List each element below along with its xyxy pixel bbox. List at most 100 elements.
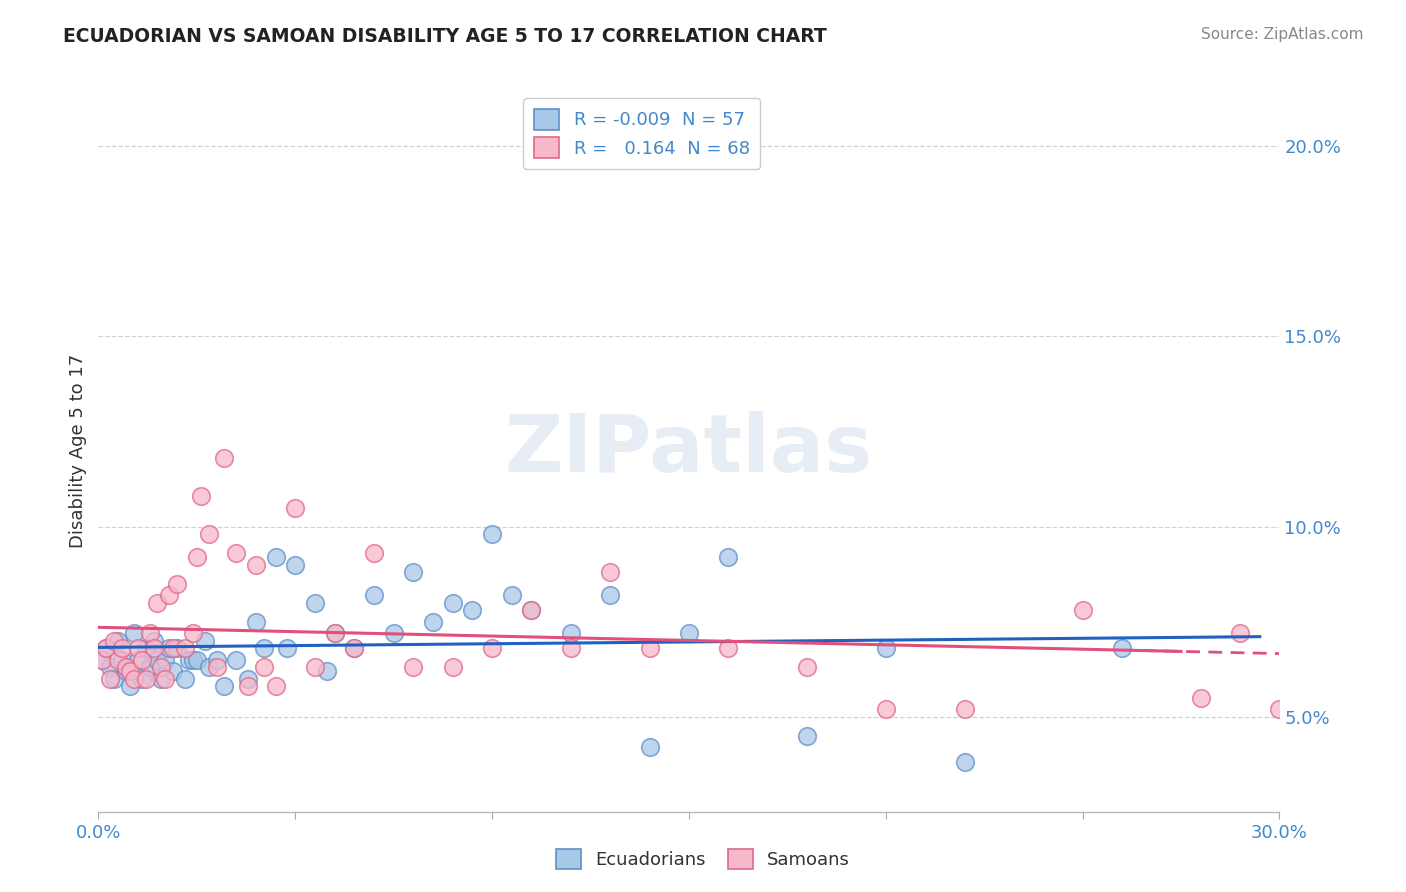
Point	[157, 588, 180, 602]
Point	[1308, 679, 1330, 693]
Point	[115, 660, 138, 674]
Point	[264, 549, 287, 564]
Point	[315, 664, 337, 678]
Point	[323, 626, 346, 640]
Point	[1111, 641, 1133, 656]
Point	[135, 641, 157, 656]
Point	[150, 660, 173, 674]
Point	[245, 558, 267, 572]
Point	[284, 500, 307, 515]
Point	[103, 672, 125, 686]
Point	[162, 641, 184, 656]
Point	[186, 652, 208, 666]
Point	[91, 652, 114, 666]
Point	[678, 626, 700, 640]
Point	[461, 603, 484, 617]
Point	[501, 588, 523, 602]
Point	[205, 660, 228, 674]
Point	[284, 558, 307, 572]
Point	[155, 672, 177, 686]
Point	[107, 633, 129, 648]
Point	[111, 641, 134, 656]
Point	[402, 660, 425, 674]
Point	[253, 641, 276, 656]
Point	[875, 641, 897, 656]
Point	[343, 641, 366, 656]
Point	[111, 652, 134, 666]
Text: Source: ZipAtlas.com: Source: ZipAtlas.com	[1201, 27, 1364, 42]
Point	[304, 596, 326, 610]
Point	[174, 641, 197, 656]
Point	[638, 641, 661, 656]
Point	[363, 588, 385, 602]
Point	[138, 626, 160, 640]
Point	[122, 672, 145, 686]
Point	[107, 652, 129, 666]
Point	[520, 603, 543, 617]
Point	[131, 672, 153, 686]
Point	[205, 652, 228, 666]
Point	[214, 451, 236, 466]
Point	[174, 672, 197, 686]
Point	[127, 641, 149, 656]
Point	[135, 672, 157, 686]
Point	[560, 641, 582, 656]
Point	[131, 652, 153, 666]
Point	[122, 626, 145, 640]
Point	[197, 527, 219, 541]
Text: ECUADORIAN VS SAMOAN DISABILITY AGE 5 TO 17 CORRELATION CHART: ECUADORIAN VS SAMOAN DISABILITY AGE 5 TO…	[63, 27, 827, 45]
Point	[481, 527, 503, 541]
Point	[127, 652, 149, 666]
Point	[304, 660, 326, 674]
Point	[177, 652, 200, 666]
Point	[98, 672, 121, 686]
Point	[276, 641, 298, 656]
Point	[363, 546, 385, 560]
Point	[1189, 690, 1212, 705]
Point	[796, 729, 818, 743]
Point	[264, 679, 287, 693]
Point	[118, 664, 141, 678]
Point	[214, 679, 236, 693]
Point	[1071, 603, 1094, 617]
Point	[481, 641, 503, 656]
Point	[717, 549, 740, 564]
Point	[245, 615, 267, 629]
Point	[146, 596, 169, 610]
Point	[953, 756, 976, 770]
Point	[96, 641, 118, 656]
Point	[150, 672, 173, 686]
Text: ZIPatlas: ZIPatlas	[505, 411, 873, 490]
Point	[98, 660, 121, 674]
Point	[115, 664, 138, 678]
Point	[441, 596, 464, 610]
Point	[323, 626, 346, 640]
Point	[166, 641, 188, 656]
Point	[402, 565, 425, 579]
Point	[1386, 679, 1406, 693]
Point	[142, 641, 165, 656]
Point	[236, 679, 259, 693]
Point	[225, 652, 247, 666]
Point	[953, 702, 976, 716]
Point	[197, 660, 219, 674]
Point	[599, 588, 621, 602]
Point	[1268, 702, 1291, 716]
Point	[253, 660, 276, 674]
Point	[560, 626, 582, 640]
Point	[91, 652, 114, 666]
Point	[441, 660, 464, 674]
Point	[520, 603, 543, 617]
Point	[181, 652, 204, 666]
Point	[190, 489, 212, 503]
Point	[186, 549, 208, 564]
Point	[1229, 626, 1251, 640]
Point	[717, 641, 740, 656]
Point	[146, 652, 169, 666]
Point	[1347, 641, 1369, 656]
Point	[162, 664, 184, 678]
Point	[157, 641, 180, 656]
Point	[118, 679, 141, 693]
Point	[142, 633, 165, 648]
Point	[796, 660, 818, 674]
